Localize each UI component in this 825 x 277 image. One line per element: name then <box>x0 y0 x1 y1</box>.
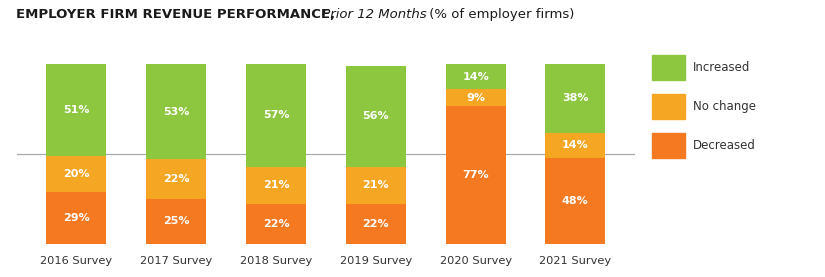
Text: 57%: 57% <box>262 111 290 120</box>
Text: 53%: 53% <box>163 107 190 117</box>
Text: 22%: 22% <box>362 219 389 229</box>
Text: 48%: 48% <box>562 196 589 206</box>
Text: 21%: 21% <box>362 180 389 191</box>
Bar <box>446 106 506 244</box>
Text: 77%: 77% <box>462 170 489 180</box>
Text: 51%: 51% <box>64 105 90 115</box>
Text: Prior 12 Months: Prior 12 Months <box>318 8 427 21</box>
Bar <box>246 167 306 204</box>
Text: 22%: 22% <box>163 174 190 184</box>
Text: 2016 Survey: 2016 Survey <box>40 256 112 266</box>
Bar <box>545 158 606 244</box>
Bar <box>446 64 506 89</box>
Text: Increased: Increased <box>693 61 751 74</box>
Text: 38%: 38% <box>562 93 588 103</box>
Text: 2018 Survey: 2018 Survey <box>240 256 312 266</box>
Text: EMPLOYER FIRM REVENUE PERFORMANCE,: EMPLOYER FIRM REVENUE PERFORMANCE, <box>16 8 336 21</box>
Text: 2020 Survey: 2020 Survey <box>440 256 512 266</box>
Bar <box>545 132 606 158</box>
Text: 56%: 56% <box>362 111 389 121</box>
Bar <box>146 64 206 160</box>
Bar <box>46 64 106 156</box>
Text: 14%: 14% <box>462 72 489 82</box>
Bar <box>146 160 206 199</box>
Text: 22%: 22% <box>262 219 290 229</box>
Text: 2017 Survey: 2017 Survey <box>140 256 212 266</box>
Bar <box>246 64 306 167</box>
Text: No change: No change <box>693 100 756 113</box>
Text: 2019 Survey: 2019 Survey <box>340 256 412 266</box>
Text: 2021 Survey: 2021 Survey <box>540 256 611 266</box>
Text: 20%: 20% <box>64 169 90 179</box>
Bar <box>46 192 106 244</box>
Bar <box>346 167 406 204</box>
Bar <box>346 204 406 244</box>
Text: (% of employer firms): (% of employer firms) <box>425 8 574 21</box>
Bar <box>246 204 306 244</box>
Bar <box>545 64 606 132</box>
Text: 9%: 9% <box>466 93 485 102</box>
Text: 21%: 21% <box>262 180 290 191</box>
Text: 14%: 14% <box>562 140 589 150</box>
Bar <box>346 66 406 167</box>
Text: 25%: 25% <box>163 216 190 226</box>
Bar <box>46 156 106 192</box>
Bar <box>446 89 506 106</box>
Bar <box>146 199 206 244</box>
Text: Decreased: Decreased <box>693 139 756 152</box>
Text: 29%: 29% <box>63 213 90 223</box>
